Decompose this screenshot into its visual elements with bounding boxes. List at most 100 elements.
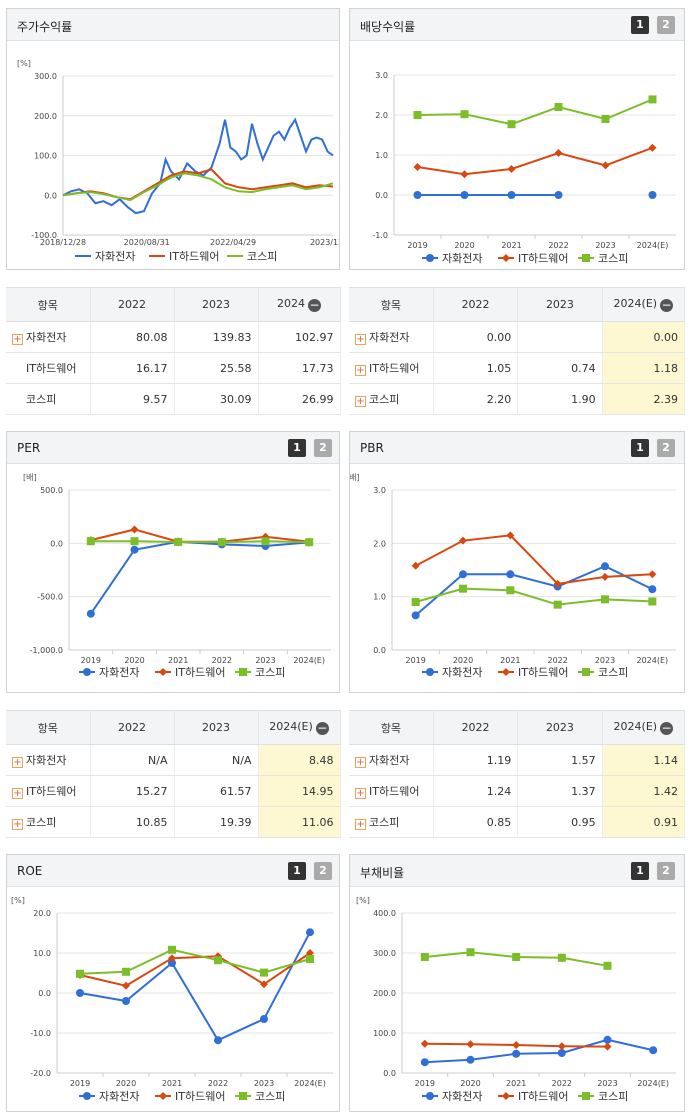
y-tick-label: 0.0 bbox=[383, 1069, 396, 1078]
collapse-icon[interactable]: − bbox=[315, 721, 329, 735]
table-row: + 코스피 2.20 1.90 2.39 bbox=[349, 383, 686, 415]
table-cell: 16.17 bbox=[90, 352, 175, 384]
point-kospi bbox=[506, 586, 515, 595]
expand-icon[interactable]: + bbox=[355, 819, 366, 830]
table-cell: N/A bbox=[90, 744, 175, 776]
point-kospi bbox=[261, 537, 270, 546]
x-tick-label: 2020 bbox=[454, 241, 474, 250]
point-jahwa bbox=[506, 570, 515, 579]
table-cell: 80.08 bbox=[90, 321, 175, 353]
point-ithw bbox=[460, 170, 469, 179]
collapse-icon[interactable]: − bbox=[308, 298, 321, 312]
panel-title: 배당수익률 bbox=[360, 20, 416, 34]
expand-icon[interactable]: + bbox=[12, 334, 23, 345]
y-tick-label: 3.0 bbox=[375, 71, 388, 80]
table-cell: 0.91 bbox=[602, 806, 686, 838]
x-tick-label: 2023 bbox=[254, 1079, 274, 1088]
point-ithw bbox=[413, 163, 422, 171]
row-name-cell: + 자화전자 bbox=[349, 321, 434, 353]
legend-label: 코스피 bbox=[255, 666, 285, 679]
point-jahwa bbox=[86, 609, 95, 618]
x-tick-label: 2022 bbox=[547, 656, 567, 665]
view-1-button[interactable]: 1 bbox=[631, 439, 649, 457]
table-cell: 0.85 bbox=[433, 806, 519, 838]
point-ithw bbox=[260, 980, 268, 989]
view-1-button[interactable]: 1 bbox=[631, 862, 649, 880]
y-unit-label: [%] bbox=[11, 896, 25, 905]
table-cell: 2.20 bbox=[433, 383, 519, 415]
legend-label: 자화전자 bbox=[95, 250, 135, 263]
view-2-button[interactable]: 2 bbox=[314, 439, 332, 457]
y-tick-label: 200.0 bbox=[373, 989, 396, 998]
view-2-button[interactable]: 2 bbox=[657, 439, 675, 457]
y-tick-label: -1,000.0 bbox=[30, 646, 63, 655]
expand-icon[interactable]: + bbox=[355, 396, 366, 407]
view-2-button[interactable]: 2 bbox=[657, 862, 675, 880]
point-jahwa bbox=[466, 1055, 475, 1064]
expand-icon[interactable]: + bbox=[12, 788, 23, 799]
point-kospi bbox=[601, 115, 610, 123]
point-ithw bbox=[554, 149, 563, 157]
collapse-icon[interactable]: − bbox=[660, 298, 674, 312]
point-jahwa bbox=[554, 191, 563, 199]
legend-label: 코스피 bbox=[255, 1090, 285, 1103]
y-tick-label: -10.0 bbox=[30, 1029, 51, 1038]
expand-icon[interactable]: + bbox=[355, 788, 366, 799]
panel-header: PBR 1 2 bbox=[350, 432, 684, 464]
y-tick-label: 3.0 bbox=[373, 486, 386, 495]
y-tick-label: 500.0 bbox=[40, 486, 63, 495]
point-jahwa bbox=[603, 1035, 612, 1044]
y-tick-label: 0.0 bbox=[373, 646, 386, 655]
series-line bbox=[415, 587, 653, 606]
table-cell: 2.39 bbox=[602, 383, 686, 415]
row-name-label: 자화전자 bbox=[369, 331, 410, 344]
column-header-label: 2023 bbox=[545, 721, 574, 734]
expand-icon[interactable]: + bbox=[12, 757, 23, 768]
point-ithw bbox=[601, 161, 610, 170]
table-cell: 10.85 bbox=[90, 806, 175, 838]
expand-icon[interactable]: + bbox=[355, 757, 366, 768]
table-header-row: 항목 2022 2023 2024(E) − bbox=[349, 710, 686, 745]
view-1-button[interactable]: 1 bbox=[631, 16, 649, 34]
column-header: 2022 bbox=[90, 287, 175, 322]
x-tick-label: 2021 bbox=[500, 656, 520, 665]
series-line bbox=[79, 952, 311, 987]
table-cell: 1.37 bbox=[517, 775, 603, 807]
column-header: 2023 bbox=[174, 287, 259, 322]
table-row: + IT하드웨어 15.27 61.57 14.95 bbox=[6, 775, 341, 807]
view-1-button[interactable]: 1 bbox=[288, 439, 306, 457]
collapse-icon[interactable]: − bbox=[660, 721, 674, 735]
table-cell: 0.00 bbox=[602, 321, 686, 353]
point-kospi bbox=[76, 969, 84, 978]
column-header: 2024− bbox=[258, 287, 341, 322]
point-ithw bbox=[648, 570, 657, 579]
view-2-button[interactable]: 2 bbox=[314, 862, 332, 880]
x-tick-label: 2024(E) bbox=[294, 1079, 326, 1088]
series-line bbox=[62, 172, 334, 202]
view-2-button[interactable]: 2 bbox=[657, 16, 675, 34]
y-unit-label: [%] bbox=[356, 896, 370, 905]
column-header-label: 2022 bbox=[118, 721, 146, 734]
y-tick-label: 1.0 bbox=[373, 593, 386, 602]
point-kospi bbox=[460, 110, 469, 119]
roe-panel: ROE 1 2 [%] 20.0 10.0 0.0 -10.0 -20.0 2019 2020… bbox=[6, 854, 340, 1112]
x-tick-label: 2020 bbox=[116, 1079, 136, 1088]
point-ithw bbox=[601, 572, 609, 581]
expand-icon[interactable]: + bbox=[355, 334, 366, 345]
view-1-button[interactable]: 1 bbox=[288, 862, 306, 880]
point-jahwa bbox=[420, 1058, 429, 1067]
series-line bbox=[415, 534, 653, 585]
expand-icon[interactable]: + bbox=[355, 365, 366, 376]
point-jahwa bbox=[512, 1049, 521, 1058]
point-ithw bbox=[512, 1041, 521, 1049]
x-tick-label: 2019 bbox=[70, 1079, 90, 1088]
legend-label: 자화전자 bbox=[442, 666, 482, 679]
row-name-label: 코스피 bbox=[26, 393, 57, 406]
point-kospi bbox=[217, 538, 226, 547]
stock-return-table: 항목 2022 2023 2024− + 자화전자 80.08 139.83 102.97 IT하… bbox=[6, 287, 341, 415]
point-jahwa bbox=[306, 928, 314, 937]
point-kospi bbox=[512, 953, 521, 961]
point-ithw bbox=[506, 531, 515, 540]
expand-icon[interactable]: + bbox=[12, 819, 23, 830]
